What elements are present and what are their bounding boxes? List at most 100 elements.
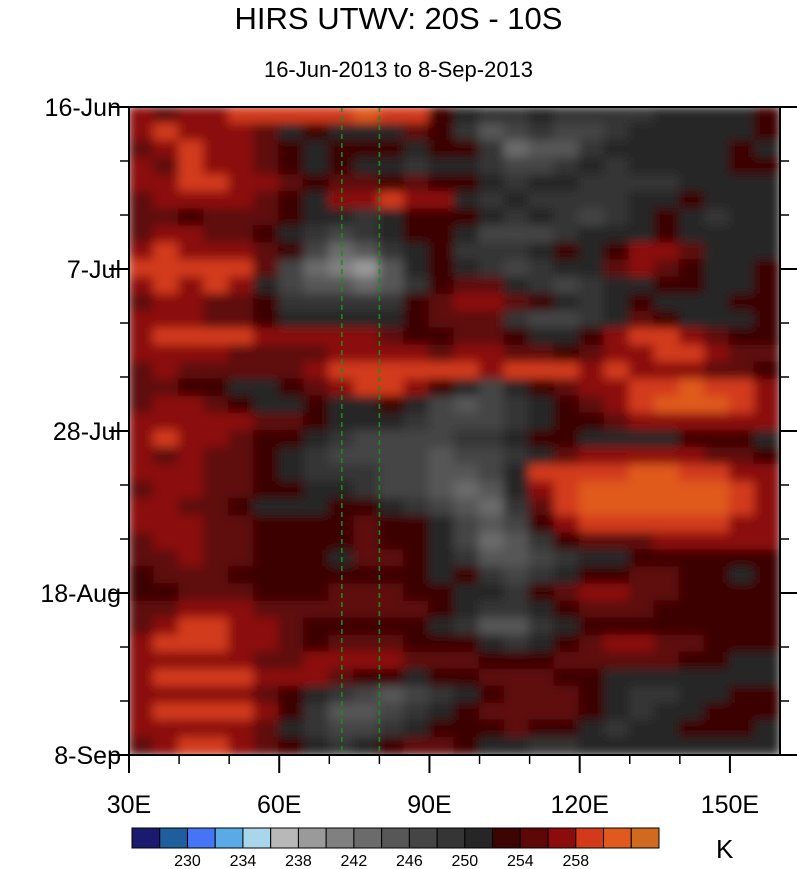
colorbar-tick-label: 258 (562, 853, 589, 869)
contour-cell (428, 345, 455, 364)
contour-cell (504, 549, 531, 568)
contour-cell (704, 618, 731, 637)
contour-cell (353, 737, 380, 756)
contour-cell (203, 242, 230, 261)
contour-cell (203, 362, 230, 381)
contour-cell (303, 652, 330, 671)
contour-cell (228, 140, 255, 159)
contour-cell (378, 635, 405, 654)
contour-cell (403, 140, 430, 159)
contour-cell (403, 106, 430, 125)
colorbar-swatch (437, 828, 465, 848)
contour-cell (454, 498, 481, 517)
contour-cell (278, 208, 305, 227)
contour-cell (554, 601, 581, 620)
contour-cell (128, 123, 155, 142)
contour-cell (128, 396, 155, 415)
contour-cell (654, 191, 681, 210)
contour-cell (579, 532, 606, 551)
contour-cell (153, 379, 180, 398)
contour-cell (428, 396, 455, 415)
contour-cell (378, 140, 405, 159)
contour-cell (729, 464, 756, 483)
contour-cell (529, 601, 556, 620)
contour-cell (629, 635, 656, 654)
contour-cell (278, 669, 305, 688)
contour-cell (629, 208, 656, 227)
contour-cell (178, 379, 205, 398)
contour-cell (278, 140, 305, 159)
contour-cell (704, 362, 731, 381)
contour-cell (629, 362, 656, 381)
contour-cell (403, 532, 430, 551)
contour-cell (403, 720, 430, 739)
contour-cell (178, 669, 205, 688)
contour-cell (479, 242, 506, 261)
contour-cell (428, 362, 455, 381)
contour-cell (454, 635, 481, 654)
contour-cell (253, 481, 280, 500)
contour-cell (579, 737, 606, 756)
contour-cell (228, 566, 255, 585)
contour-cell (353, 191, 380, 210)
contour-cell (403, 259, 430, 278)
contour-cell (153, 106, 180, 125)
contour-cell (378, 413, 405, 432)
contour-cell (403, 294, 430, 313)
contour-cell (729, 157, 756, 176)
contour-cell (378, 515, 405, 534)
contour-cell (303, 720, 330, 739)
contour-cell (454, 379, 481, 398)
contour-cell (278, 464, 305, 483)
contour-cell (579, 669, 606, 688)
contour-cell (128, 686, 155, 705)
contour-cell (679, 635, 706, 654)
contour-cell (428, 174, 455, 193)
contour-cell (403, 277, 430, 296)
contour-cell (754, 362, 781, 381)
contour-cell (729, 703, 756, 722)
contour-cell (679, 242, 706, 261)
contour-cell (428, 703, 455, 722)
contour-cell (378, 720, 405, 739)
contour-cell (504, 379, 531, 398)
contour-cell (579, 157, 606, 176)
contour-cell (203, 413, 230, 432)
contour-cell (754, 618, 781, 637)
contour-cell (353, 515, 380, 534)
contour-cell (529, 430, 556, 449)
contour-cell (554, 669, 581, 688)
colorbar-tick-label: 254 (507, 853, 534, 869)
contour-cell (253, 549, 280, 568)
contour-cell (428, 720, 455, 739)
contour-cell (153, 601, 180, 620)
contour-cell (579, 549, 606, 568)
contour-cell (679, 447, 706, 466)
contour-cell (128, 618, 155, 637)
contour-cell (153, 242, 180, 261)
contour-cell (529, 140, 556, 159)
contour-cell (403, 737, 430, 756)
contour-cell (378, 259, 405, 278)
contour-cell (679, 328, 706, 347)
contour-cell (403, 481, 430, 500)
contour-cell (554, 328, 581, 347)
contour-cell (579, 362, 606, 381)
contour-cell (554, 737, 581, 756)
contour-cell (153, 174, 180, 193)
contour-cell (479, 379, 506, 398)
contour-cell (754, 157, 781, 176)
contour-cell (178, 566, 205, 585)
contour-cell (128, 703, 155, 722)
contour-cell (428, 328, 455, 347)
contour-cell (278, 328, 305, 347)
contour-cell (303, 294, 330, 313)
contour-cell (428, 430, 455, 449)
contour-cell (504, 106, 531, 125)
contour-cell (654, 345, 681, 364)
contour-cell (178, 703, 205, 722)
contour-cell (529, 191, 556, 210)
contour-cell (704, 123, 731, 142)
contour-cell (654, 174, 681, 193)
contour-cell (529, 669, 556, 688)
